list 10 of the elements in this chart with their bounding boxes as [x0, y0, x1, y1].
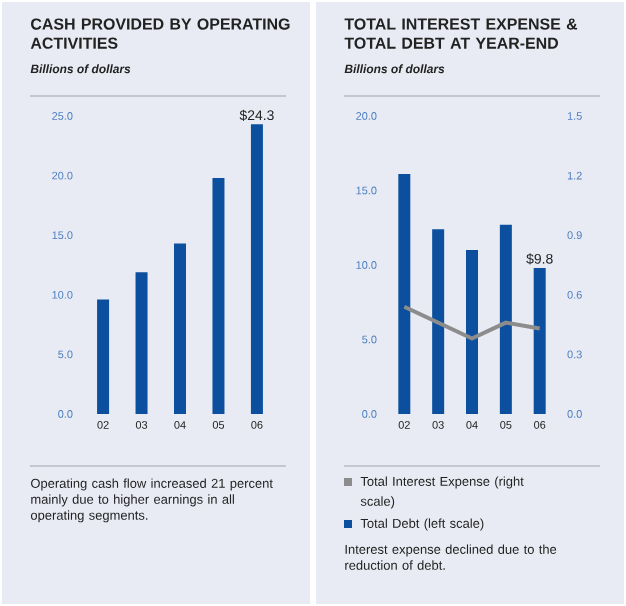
bar: [250, 124, 263, 414]
bar: [499, 224, 512, 414]
bar: [398, 174, 411, 414]
bar: [135, 272, 148, 414]
bar: [97, 299, 110, 414]
bar: [212, 177, 225, 414]
bar: [466, 250, 478, 414]
bar: [533, 267, 546, 414]
bar: [174, 243, 186, 414]
bar: [432, 229, 445, 414]
